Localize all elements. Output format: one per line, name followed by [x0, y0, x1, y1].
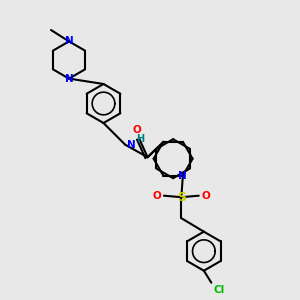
Text: Cl: Cl [214, 285, 225, 295]
Text: N: N [64, 36, 74, 46]
Text: N: N [64, 74, 74, 84]
Text: O: O [201, 191, 210, 201]
Text: N: N [178, 171, 187, 181]
Text: S: S [177, 191, 186, 204]
Text: O: O [133, 125, 142, 135]
Text: O: O [153, 191, 161, 201]
Text: N: N [127, 140, 135, 150]
Text: H: H [136, 134, 145, 144]
